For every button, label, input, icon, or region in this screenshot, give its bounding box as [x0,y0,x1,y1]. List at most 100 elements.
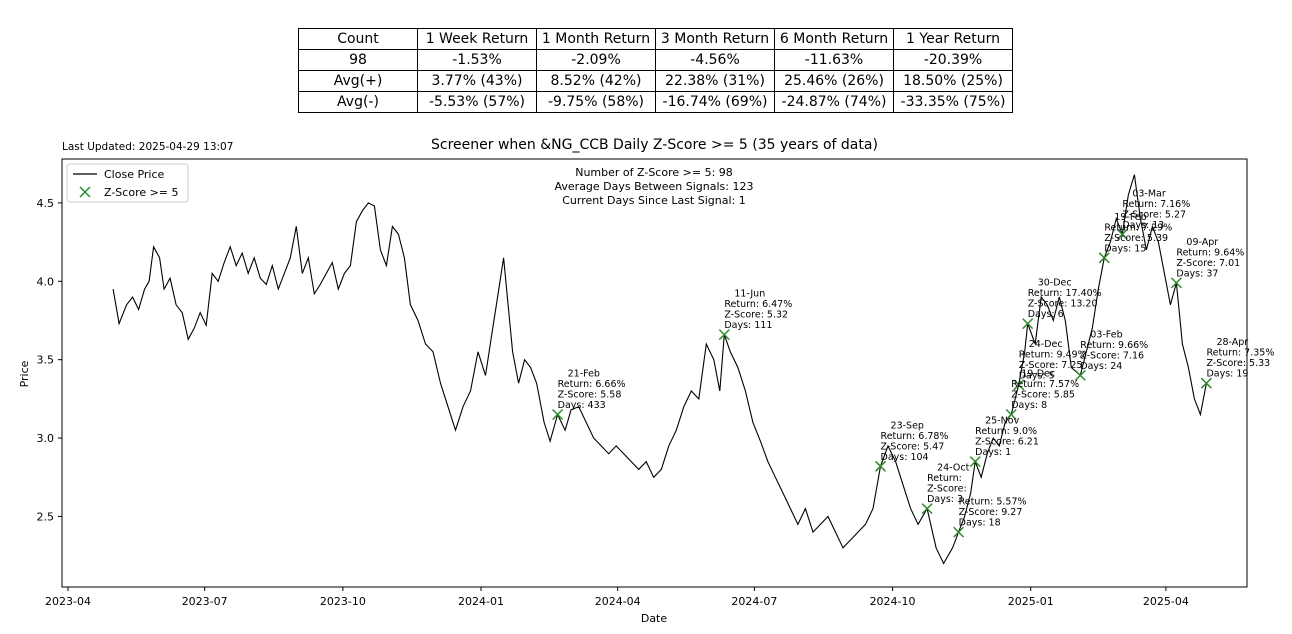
signal-marker-stroke [1074,369,1086,381]
signal-marker-stroke [953,526,965,538]
signal-annotation-line: Z-Score: 7.16 [1080,350,1144,361]
close-price-line [112,174,1207,565]
stats-cell: 18.50% (25%) [893,70,1013,92]
stats-header-row: Count 1 Week Return 1 Month Return 3 Mon… [298,28,1013,50]
signal-marker-stroke [874,460,887,472]
y-axis: 2.5 3.0 3.5 4.0 4.5 [37,197,62,523]
signal-annotation-line: 30-Dec [1038,278,1072,289]
signal-annotation-line: 21-Feb [568,369,600,380]
signal-annotation-line: 24-Dec [1029,339,1063,350]
info-line: Average Days Between Signals: 123 [555,180,754,193]
legend: Close Price Z-Score >= 5 [66,163,189,203]
signal-annotation-line: Return: 7.29% [1104,222,1172,233]
signal-annotation-line: Return: 6.47% [724,299,792,310]
info-box: Number of Z-Score >= 5: 98 Average Days … [555,166,754,207]
stats-header-cell: 6 Month Return [774,28,894,50]
y-tick-label: 2.5 [37,510,55,523]
signal-annotation-line: Return: 6.78% [881,431,949,442]
signal-marker [953,526,965,538]
legend-item-close: Close Price [104,168,165,181]
signal-annotation-line: Days: 8 [1011,400,1047,411]
plot-frame [61,158,1248,588]
signal-annotation-line: Days: 18 [959,518,1001,529]
signal-annotation-line: Z-Score: 7.25 [1019,360,1083,371]
signal-annotation-line: 23-Sep [891,420,924,431]
signal-annotation-line: 09-Apr [1186,237,1218,248]
signal-marker-stroke [1116,228,1128,240]
signal-marker [718,329,730,341]
y-axis-label: Price [18,360,31,387]
signal-annotation-line: Z-Score: 5.33 [1206,358,1270,369]
signal-marker [1005,408,1017,421]
signal-marker-stroke [1098,252,1110,264]
signal-annotation-line: Z-Score: 5.27 [1122,209,1186,220]
signal-annotation-line: 03-Feb [1090,329,1122,340]
signal-annotation-line: Days: 1 [975,447,1011,458]
signal-marker [1170,277,1182,289]
x-axis: 2023-04 2023-07 2023-10 2024-01 2024-04 2024-… [45,587,1189,608]
signal-annotation-line: 19-Feb [1114,212,1146,223]
signal-annotation-line: Z-Score: 5.39 [1104,233,1168,244]
signal-annotation-line: Return: 17.40% [1028,288,1102,299]
x-tick-label: 2024-01 [458,595,504,608]
stats-cell: Avg(-) [298,91,418,113]
signal-annotation-line: Return: 9.49% [1019,349,1087,360]
signal-markers [552,228,1212,538]
signal-annotation-line: Return: 9.0% [975,426,1037,437]
signal-annotation-line: Days: 111 [724,320,772,331]
signal-marker [1013,379,1025,391]
signal-marker-stroke [1005,408,1017,421]
signal-annotation-line: 28-Apr [1216,337,1248,348]
signal-annotation-line: Z-Score: 5.32 [724,310,788,321]
signal-annotation-line: Days: 5 [1019,370,1055,381]
signal-annotation-line: Z-Score: 6.21 [975,437,1039,448]
signal-annotation-line: Z-Score: [927,484,967,495]
stats-cell: 22.38% (31%) [655,70,775,92]
x-tick-label: 2024-04 [595,595,641,608]
signal-marker [1022,318,1034,330]
stats-cell: 25.46% (26%) [774,70,894,92]
signal-annotation-line: Z-Score: 5.58 [558,390,622,401]
stats-cell: 3.77% (43%) [417,70,537,92]
stats-cell: 8.52% (42%) [536,70,656,92]
signal-annotation-line: 24-Oct [937,463,969,474]
signal-marker-stroke [921,503,933,515]
signal-annotation-line: Z-Score: 7.01 [1176,258,1240,269]
chart-title: Screener when &NG_CCB Daily Z-Score >= 5… [431,137,878,153]
signal-marker [1200,377,1212,389]
x-tick-label: 2023-10 [320,595,366,608]
x-tick-label: 2025-04 [1143,595,1189,608]
signal-marker-stroke [969,456,981,468]
x-tick-label: 2025-01 [1008,595,1054,608]
stats-header-cell: 1 Year Return [893,28,1013,50]
x-axis-label: Date [641,612,668,625]
y-tick-label: 3.0 [37,432,55,445]
signal-annotation-line: Z-Score: 5.47 [881,441,945,452]
stats-cell: -33.35% (75%) [893,91,1013,113]
stats-cell: -9.75% (58%) [536,91,656,113]
stats-cell: -16.74% (69%) [655,91,775,113]
signal-annotation-line: Days: 19 [1206,369,1248,380]
signal-annotation-line: Return: 9.64% [1176,247,1244,258]
signal-marker [1116,228,1128,240]
legend-marker-swatch [79,186,91,198]
signal-annotation-line: 03-Mar [1132,188,1166,199]
signal-annotation-line: Z-Score: 13.20 [1028,299,1098,310]
y-tick-label: 3.5 [37,354,55,367]
stats-cell: -4.56% [655,49,775,71]
signal-annotation-line: 19-Dec [1021,369,1055,380]
signal-annotation-line: Return: 6.66% [558,379,626,390]
signal-marker [1074,369,1086,381]
y-tick-label: 4.0 [37,275,55,288]
signal-marker-stroke [1022,318,1034,330]
signal-annotation-line: Return: 7.57% [1011,379,1079,390]
signal-annotation-line: Days: 13 [1122,220,1164,231]
signal-annotation-line: 25-Nov [985,416,1019,427]
signal-annotation-line: Z-Score: 5.85 [1011,390,1075,401]
signal-marker-stroke [718,329,730,341]
signal-marker [1098,252,1110,264]
stats-cell: -5.53% (57%) [417,91,537,113]
signal-marker [552,408,564,421]
